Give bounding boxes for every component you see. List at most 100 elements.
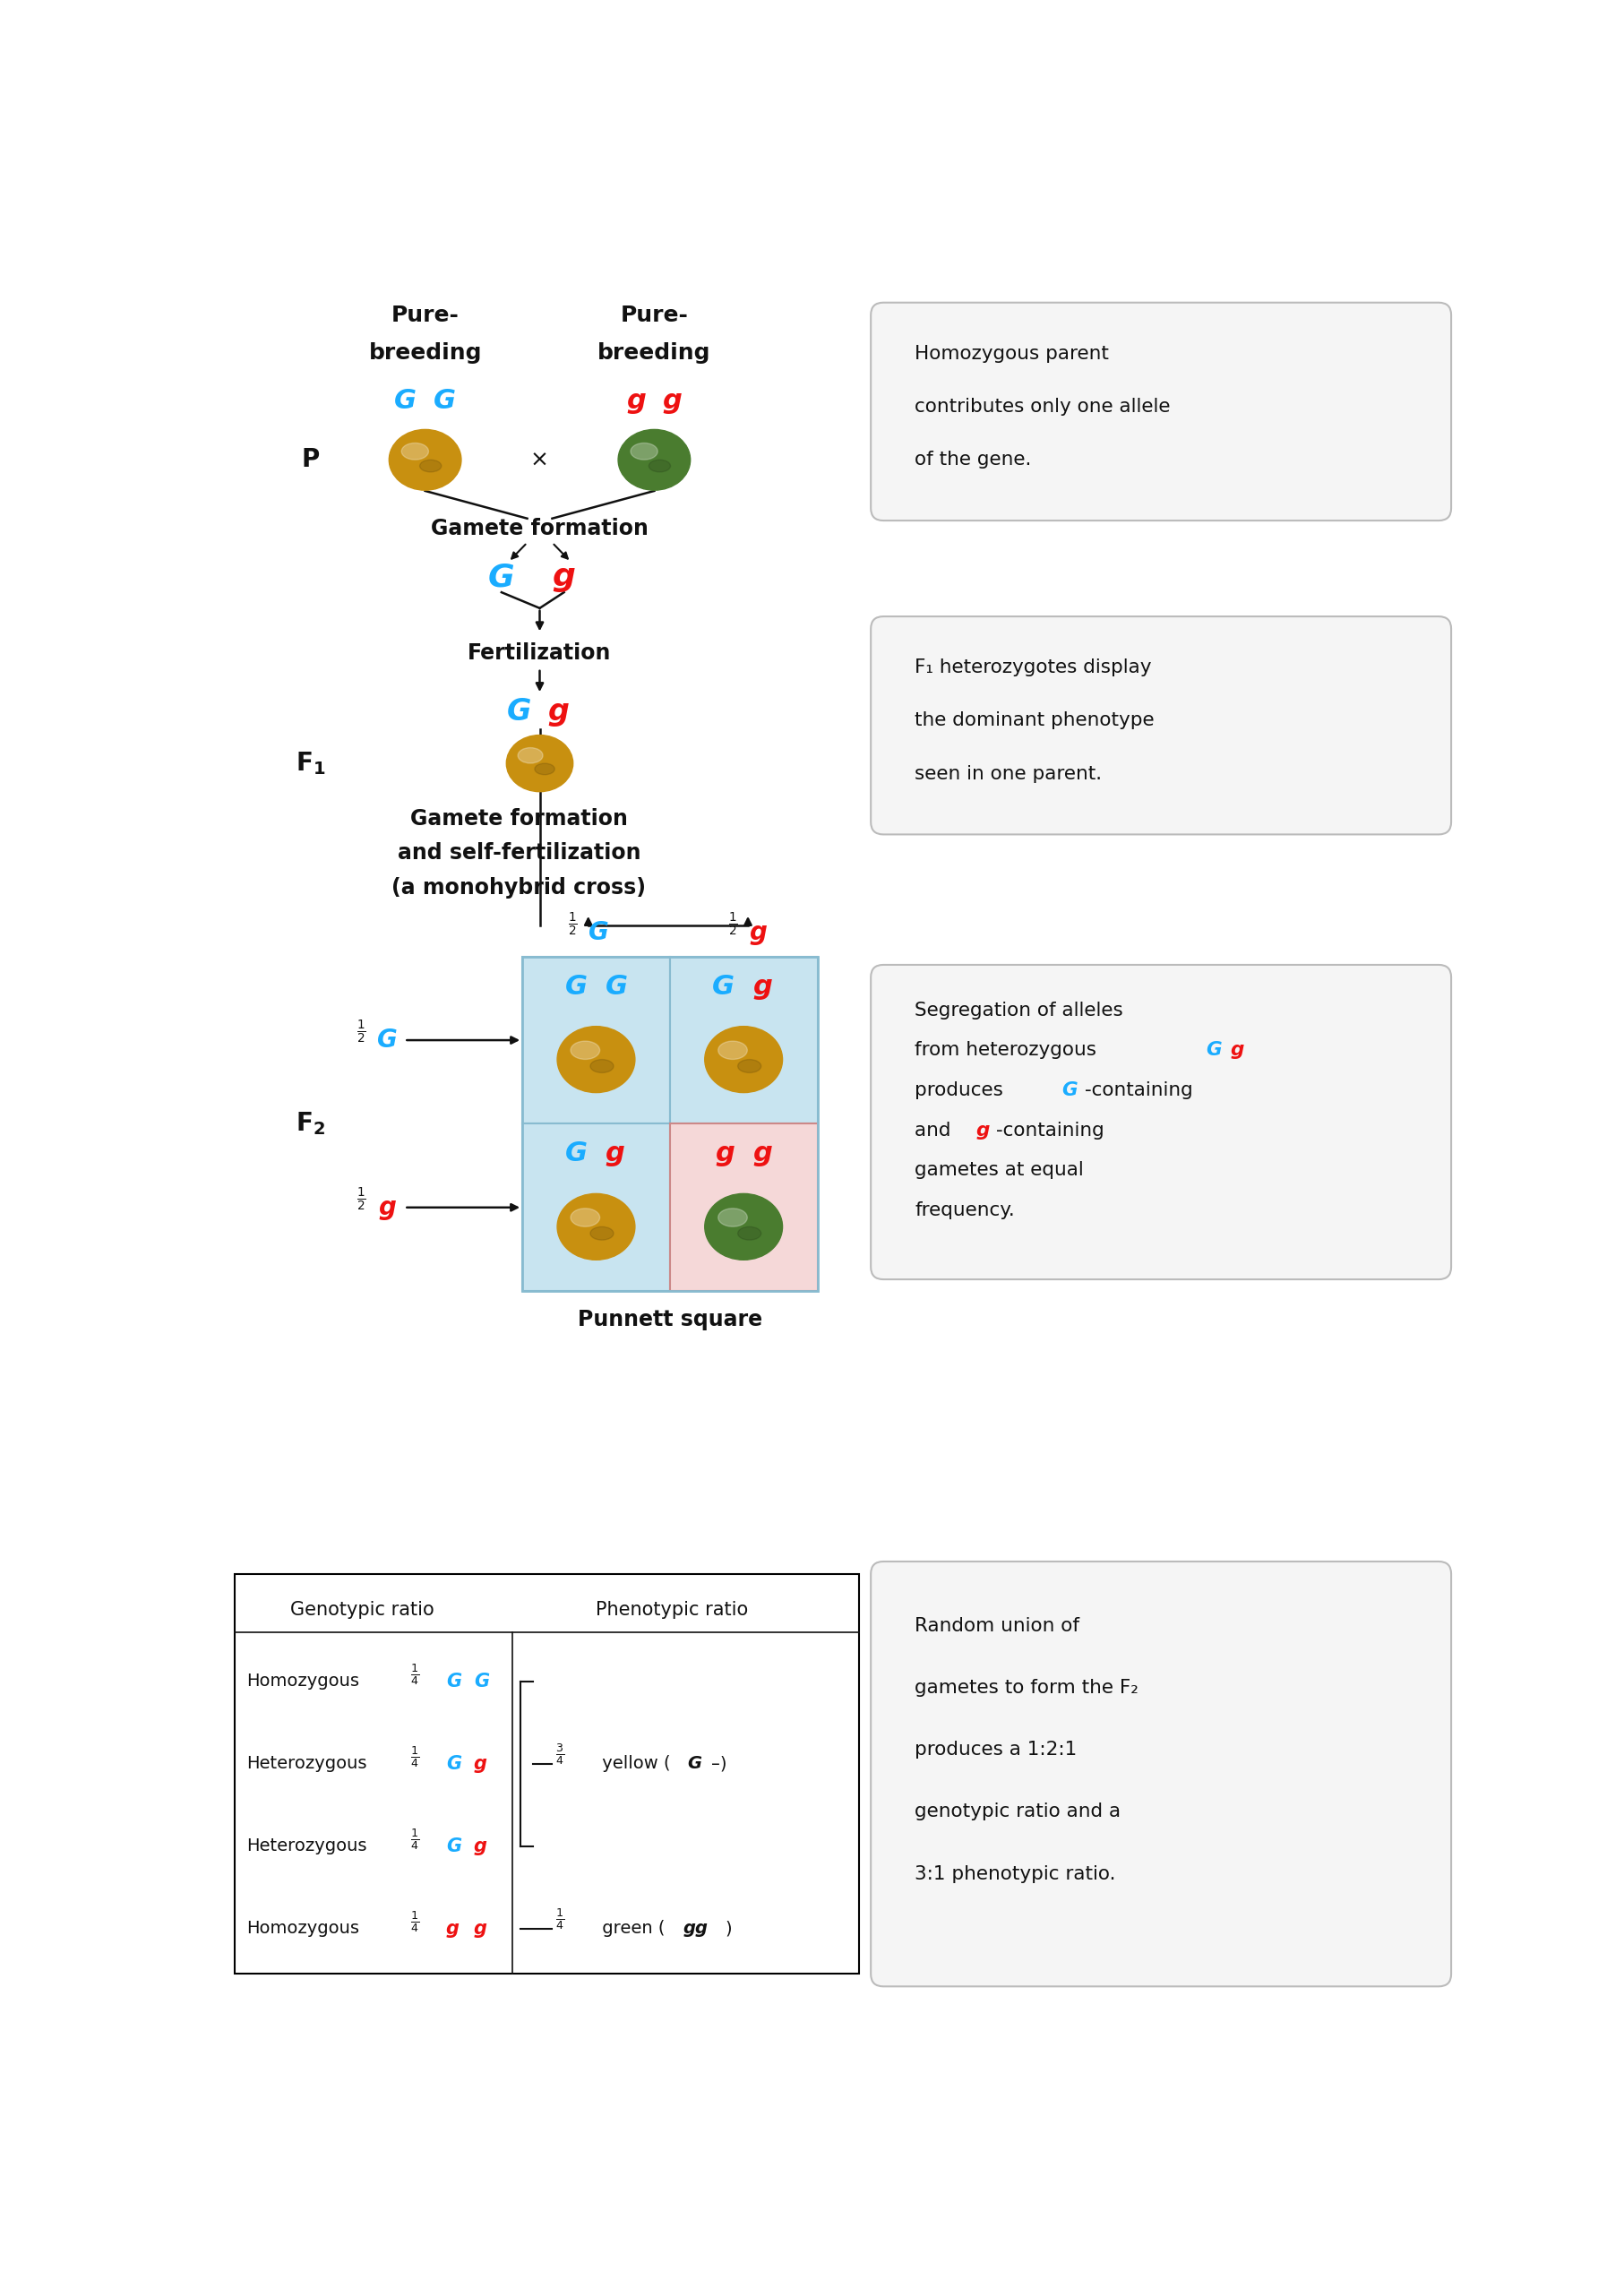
FancyBboxPatch shape (870, 616, 1452, 834)
Text: G: G (447, 1671, 461, 1689)
Text: ×: × (531, 449, 549, 470)
Text: G: G (565, 1140, 586, 1167)
FancyBboxPatch shape (234, 1573, 859, 1974)
Text: and: and (914, 1122, 957, 1140)
Text: g: g (547, 698, 570, 727)
Text: $\mathbf{F_2}$: $\mathbf{F_2}$ (296, 1110, 325, 1138)
Text: G: G (447, 1838, 461, 1856)
Text: $\frac{1}{2}$: $\frac{1}{2}$ (357, 1019, 365, 1044)
Text: Segregation of alleles: Segregation of alleles (914, 1001, 1124, 1019)
Text: Fertilization: Fertilization (468, 643, 612, 663)
Text: $\frac{1}{4}$: $\frac{1}{4}$ (411, 1744, 419, 1769)
FancyBboxPatch shape (669, 1124, 817, 1290)
Text: breeding: breeding (369, 342, 482, 365)
Text: $\frac{1}{2}$: $\frac{1}{2}$ (357, 1186, 365, 1213)
Text: yellow (: yellow ( (596, 1756, 671, 1772)
Text: $\frac{1}{4}$: $\frac{1}{4}$ (555, 1906, 564, 1931)
Text: genotypic ratio and a: genotypic ratio and a (914, 1803, 1121, 1822)
Text: from heterozygous: from heterozygous (914, 1042, 1103, 1060)
Ellipse shape (619, 429, 690, 490)
Ellipse shape (401, 442, 429, 461)
Text: gametes at equal: gametes at equal (914, 1161, 1083, 1179)
Ellipse shape (590, 1060, 614, 1072)
Text: F₁ heterozygotes display: F₁ heterozygotes display (914, 659, 1151, 677)
Text: Homozygous: Homozygous (247, 1674, 359, 1689)
Text: $\frac{1}{2}$: $\frac{1}{2}$ (728, 910, 737, 937)
Text: Random union of: Random union of (914, 1617, 1080, 1635)
Text: Heterozygous: Heterozygous (247, 1756, 367, 1772)
Ellipse shape (534, 764, 555, 775)
Text: $\mathbf{F_1}$: $\mathbf{F_1}$ (296, 750, 325, 777)
Ellipse shape (570, 1208, 599, 1227)
Text: contributes only one allele: contributes only one allele (914, 397, 1171, 415)
Text: Phenotypic ratio: Phenotypic ratio (596, 1601, 747, 1619)
Text: –): –) (711, 1756, 728, 1772)
Text: green (: green ( (596, 1920, 666, 1938)
FancyBboxPatch shape (669, 958, 817, 1124)
Text: g: g (663, 388, 682, 415)
Text: G: G (606, 974, 627, 999)
FancyBboxPatch shape (870, 303, 1452, 520)
FancyBboxPatch shape (523, 1124, 669, 1290)
Text: Homozygous: Homozygous (247, 1920, 359, 1938)
Ellipse shape (718, 1042, 747, 1060)
Ellipse shape (557, 1026, 635, 1092)
Ellipse shape (390, 429, 461, 490)
Text: the dominant phenotype: the dominant phenotype (914, 711, 1155, 730)
Ellipse shape (630, 442, 658, 461)
Text: Punnett square: Punnett square (578, 1309, 762, 1332)
Text: G: G (713, 974, 734, 999)
Text: g: g (715, 1140, 734, 1167)
Ellipse shape (737, 1227, 762, 1240)
Ellipse shape (507, 734, 573, 791)
FancyBboxPatch shape (870, 964, 1452, 1279)
Text: $\frac{3}{4}$: $\frac{3}{4}$ (555, 1742, 564, 1767)
FancyBboxPatch shape (523, 958, 669, 1124)
Text: G: G (447, 1756, 461, 1774)
Text: G: G (1207, 1042, 1221, 1060)
Ellipse shape (718, 1208, 747, 1227)
Text: g: g (1231, 1042, 1244, 1060)
Text: Gamete formation: Gamete formation (430, 518, 648, 540)
Text: G: G (377, 1028, 398, 1053)
Ellipse shape (737, 1060, 762, 1072)
Text: produces: produces (914, 1081, 1009, 1099)
Text: frequency.: frequency. (914, 1202, 1015, 1220)
Ellipse shape (590, 1227, 614, 1240)
Text: g: g (447, 1920, 460, 1938)
Text: G: G (474, 1671, 489, 1689)
Text: $\frac{1}{4}$: $\frac{1}{4}$ (411, 1826, 419, 1851)
Text: Heterozygous: Heterozygous (247, 1838, 367, 1854)
Text: breeding: breeding (598, 342, 711, 365)
Text: gg: gg (684, 1920, 708, 1938)
Text: Pure-: Pure- (620, 303, 689, 326)
Text: g: g (552, 561, 575, 593)
Ellipse shape (557, 1195, 635, 1261)
Text: Pure-: Pure- (391, 303, 460, 326)
Text: (a monohybrid cross): (a monohybrid cross) (391, 878, 646, 898)
Text: produces a 1:2:1: produces a 1:2:1 (914, 1742, 1077, 1758)
Text: g: g (606, 1140, 625, 1167)
Text: G: G (489, 561, 515, 593)
Text: ): ) (724, 1920, 732, 1938)
Text: P: P (302, 447, 320, 472)
Text: and self-fertilization: and self-fertilization (398, 841, 640, 864)
Text: Homozygous parent: Homozygous parent (914, 344, 1109, 363)
Text: seen in one parent.: seen in one parent. (914, 764, 1103, 782)
Text: G: G (1062, 1081, 1077, 1099)
Ellipse shape (419, 461, 442, 472)
Text: $\frac{1}{2}$: $\frac{1}{2}$ (568, 910, 578, 937)
Text: g: g (749, 919, 767, 944)
FancyBboxPatch shape (870, 1562, 1452, 1986)
Text: g: g (752, 974, 773, 999)
Text: $\frac{1}{4}$: $\frac{1}{4}$ (411, 1908, 419, 1933)
Text: -containing: -containing (1085, 1081, 1192, 1099)
Text: g: g (627, 388, 646, 415)
Text: g: g (752, 1140, 773, 1167)
Text: of the gene.: of the gene. (914, 451, 1031, 470)
Text: g: g (976, 1122, 989, 1140)
Ellipse shape (518, 748, 542, 764)
Ellipse shape (570, 1042, 599, 1060)
Text: gametes to form the F₂: gametes to form the F₂ (914, 1678, 1138, 1696)
Ellipse shape (705, 1195, 783, 1261)
